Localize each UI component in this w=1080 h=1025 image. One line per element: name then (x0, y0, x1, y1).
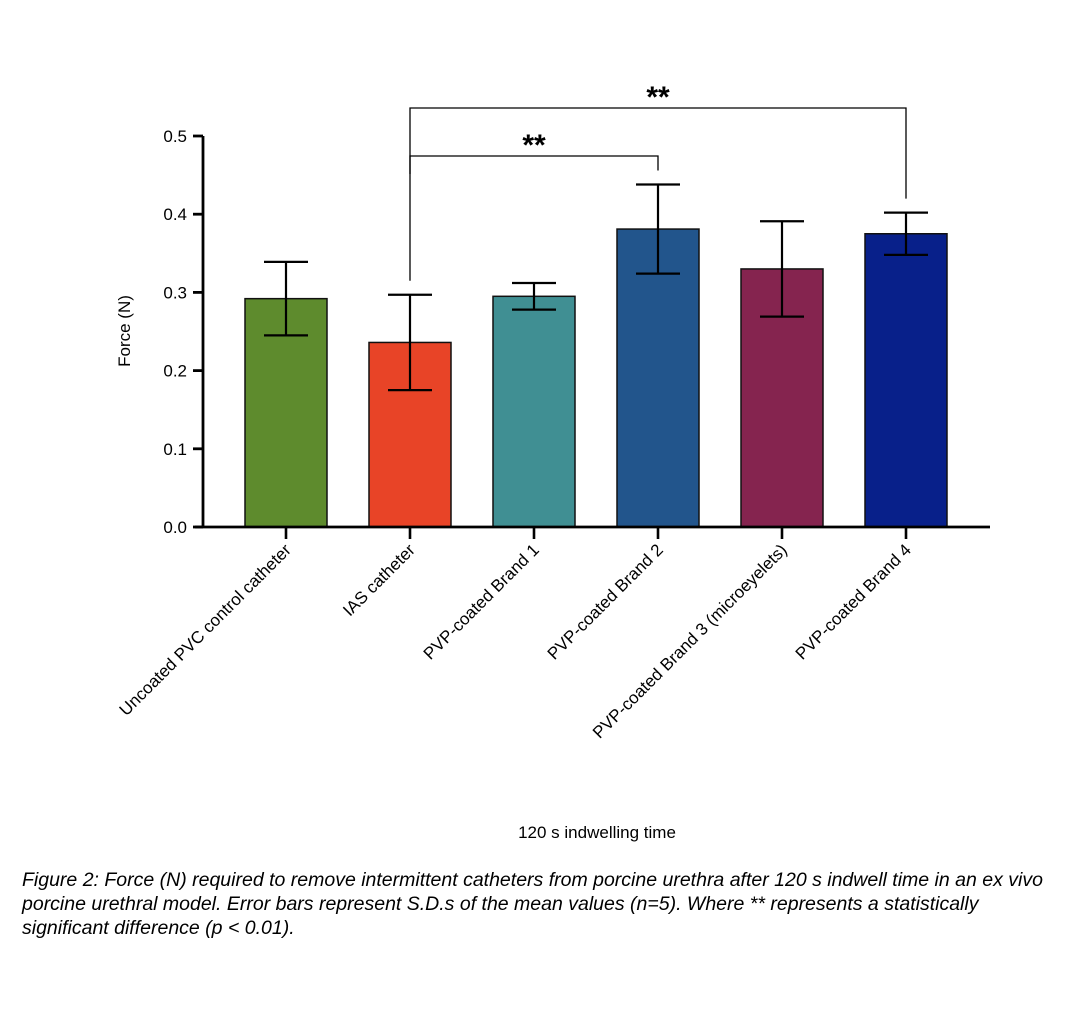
x-tick-label: PVP-coated Brand 3 (microeyelets) (589, 540, 791, 742)
error-bars (264, 183, 928, 392)
y-tick-label: 0.5 (163, 127, 187, 146)
y-tick-label: 0.3 (163, 283, 187, 302)
y-tick-label: 0.2 (163, 362, 187, 381)
error-bar-3 (636, 183, 680, 275)
bar-2 (492, 295, 576, 528)
bars (244, 228, 948, 528)
x-tick-label: PVP-coated Brand 4 (792, 540, 915, 663)
error-bar-5 (884, 211, 928, 256)
x-tick-label: IAS catheter (339, 540, 419, 620)
figure-caption: Figure 2: Force (N) required to remove i… (22, 869, 1043, 939)
bar-0 (244, 297, 328, 528)
x-tick-label: Uncoated PVC control catheter (116, 540, 295, 719)
x-tick-labels: Uncoated PVC control catheter IAS cathete… (116, 527, 915, 742)
error-bar-0 (264, 260, 308, 337)
x-tick-label: PVP-coated Brand 2 (544, 540, 667, 663)
axes: 0.0 0.1 0.2 0.3 0.4 0.5 (163, 127, 990, 537)
significance-label: ** (646, 81, 670, 114)
y-tick-label: 0.4 (163, 205, 187, 224)
bar-5 (864, 233, 948, 528)
significance-label: ** (522, 129, 546, 162)
y-axis-label: Force (N) (115, 295, 134, 367)
x-tick-label: PVP-coated Brand 1 (420, 540, 543, 663)
error-bar-1 (388, 293, 432, 392)
significance-bracket-1: ** (409, 81, 907, 281)
bar-chart: ** ** 0.0 0.1 0.2 0.3 0.4 0.5 Uncoated PVC con… (115, 81, 990, 842)
significance-brackets: ** ** (409, 81, 907, 281)
bar-3 (616, 228, 700, 528)
error-bar-2 (512, 281, 556, 311)
y-tick-label: 0.1 (163, 440, 187, 459)
y-tick-label: 0.0 (163, 518, 187, 537)
x-axis-label: 120 s indwelling time (518, 823, 676, 842)
significance-bracket-0: ** (409, 129, 659, 174)
error-bar-4 (760, 220, 804, 318)
